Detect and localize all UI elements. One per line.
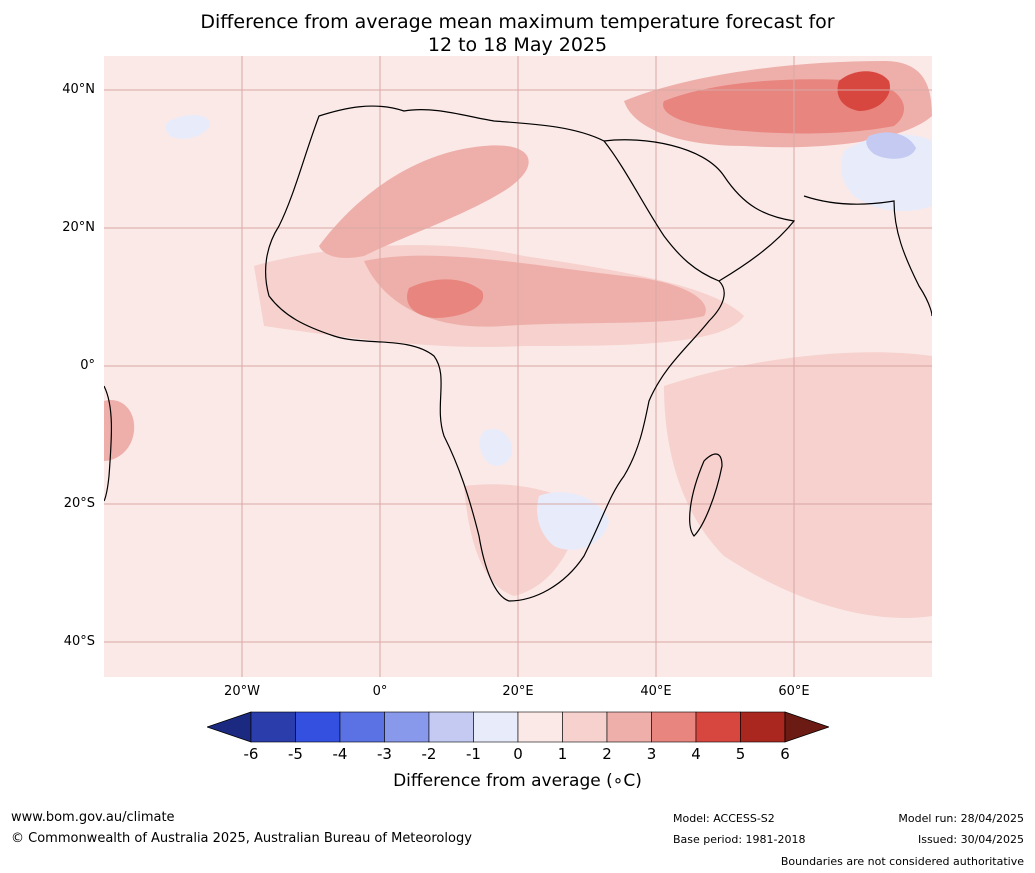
warm-region-nigeria xyxy=(406,279,484,318)
lat-label-20s: 20°S xyxy=(63,496,95,511)
coastline-madagascar xyxy=(689,453,723,537)
colorbar-tick-label: 3 xyxy=(646,745,657,763)
colorbar-box-9 xyxy=(651,711,697,743)
footer-model-run: Model run: 28/04/2025 xyxy=(898,812,1024,825)
cool-region-namibia xyxy=(479,428,513,466)
temperature-anomaly-map xyxy=(104,56,932,677)
anomaly-shading xyxy=(104,61,932,618)
colorbar-extend-low xyxy=(207,711,252,743)
colorbar-box-7 xyxy=(562,711,608,743)
colorbar-box-5 xyxy=(473,711,519,743)
map-title-line1: Difference from average mean maximum tem… xyxy=(200,11,835,33)
colorbar-label: Difference from average (∘C) xyxy=(393,771,642,791)
colorbar-tick-label: 2 xyxy=(602,745,612,763)
colorbar-tick-label: -4 xyxy=(332,745,348,763)
colorbar-tick-label: -2 xyxy=(421,745,437,763)
lon-label-20e: 20°E xyxy=(502,684,534,699)
coastlines xyxy=(104,105,932,602)
footer-website: www.bom.gov.au/climate xyxy=(11,810,175,825)
footer-model: Model: ACCESS-S2 xyxy=(673,812,775,825)
colorbar-tick-label: 4 xyxy=(691,745,701,763)
coastline-arabia xyxy=(603,139,796,282)
colorbar-extend-high xyxy=(784,711,829,743)
lon-label-0: 0° xyxy=(372,684,388,699)
lat-label-20n: 20°N xyxy=(62,220,95,235)
colorbar xyxy=(207,711,829,743)
footer-disclaimer: Boundaries are not considered authoritat… xyxy=(780,855,1024,868)
footer-issued: Issued: 30/04/2025 xyxy=(917,833,1024,846)
colorbar-box-8 xyxy=(606,711,652,743)
warm-region-sahara xyxy=(319,145,529,258)
colorbar-tick-label: 1 xyxy=(557,745,568,763)
footer-copyright: © Commonwealth of Australia 2025, Austra… xyxy=(11,831,472,846)
lon-label-60e: 60°E xyxy=(778,684,810,699)
cool-region-azores xyxy=(165,114,211,139)
coastline-africa xyxy=(264,105,725,602)
warm-region-central-asia xyxy=(837,71,890,111)
map-canvas xyxy=(104,56,932,677)
colorbar-box-1 xyxy=(295,711,341,743)
lon-label-40e: 40°E xyxy=(640,684,672,699)
colorbar-box-0 xyxy=(250,711,296,743)
colorbar-tick-label: -3 xyxy=(377,745,392,763)
colorbar-box-2 xyxy=(339,711,385,743)
colorbar-box-11 xyxy=(740,711,786,743)
coastline-india xyxy=(803,195,932,317)
footer-base-period: Base period: 1981-2018 xyxy=(673,833,806,846)
lat-label-40s: 40°S xyxy=(63,634,95,649)
colorbar-box-4 xyxy=(428,711,474,743)
map-title-line2: 12 to 18 May 2025 xyxy=(427,34,608,56)
warm-region-indian-ocean xyxy=(664,352,932,618)
colorbar-tick-label: 5 xyxy=(735,745,746,763)
graticule xyxy=(104,56,932,677)
lat-label-40n: 40°N xyxy=(62,82,95,97)
colorbar-tick-label: -5 xyxy=(288,745,303,763)
colorbar-tick-label: -6 xyxy=(243,745,259,763)
cool-region-botswana xyxy=(537,492,609,550)
colorbar-box-6 xyxy=(517,711,563,743)
cool-region-tibet xyxy=(866,132,916,159)
colorbar-tick-label: -1 xyxy=(466,745,481,763)
colorbar-tick-label: 6 xyxy=(780,745,790,763)
lon-label-20w: 20°W xyxy=(224,684,260,699)
colorbar-box-3 xyxy=(384,711,430,743)
lat-label-0: 0° xyxy=(80,358,95,373)
colorbar-tick-label: 0 xyxy=(513,745,523,763)
coastline-south-america xyxy=(104,385,113,502)
colorbar-box-10 xyxy=(695,711,741,743)
